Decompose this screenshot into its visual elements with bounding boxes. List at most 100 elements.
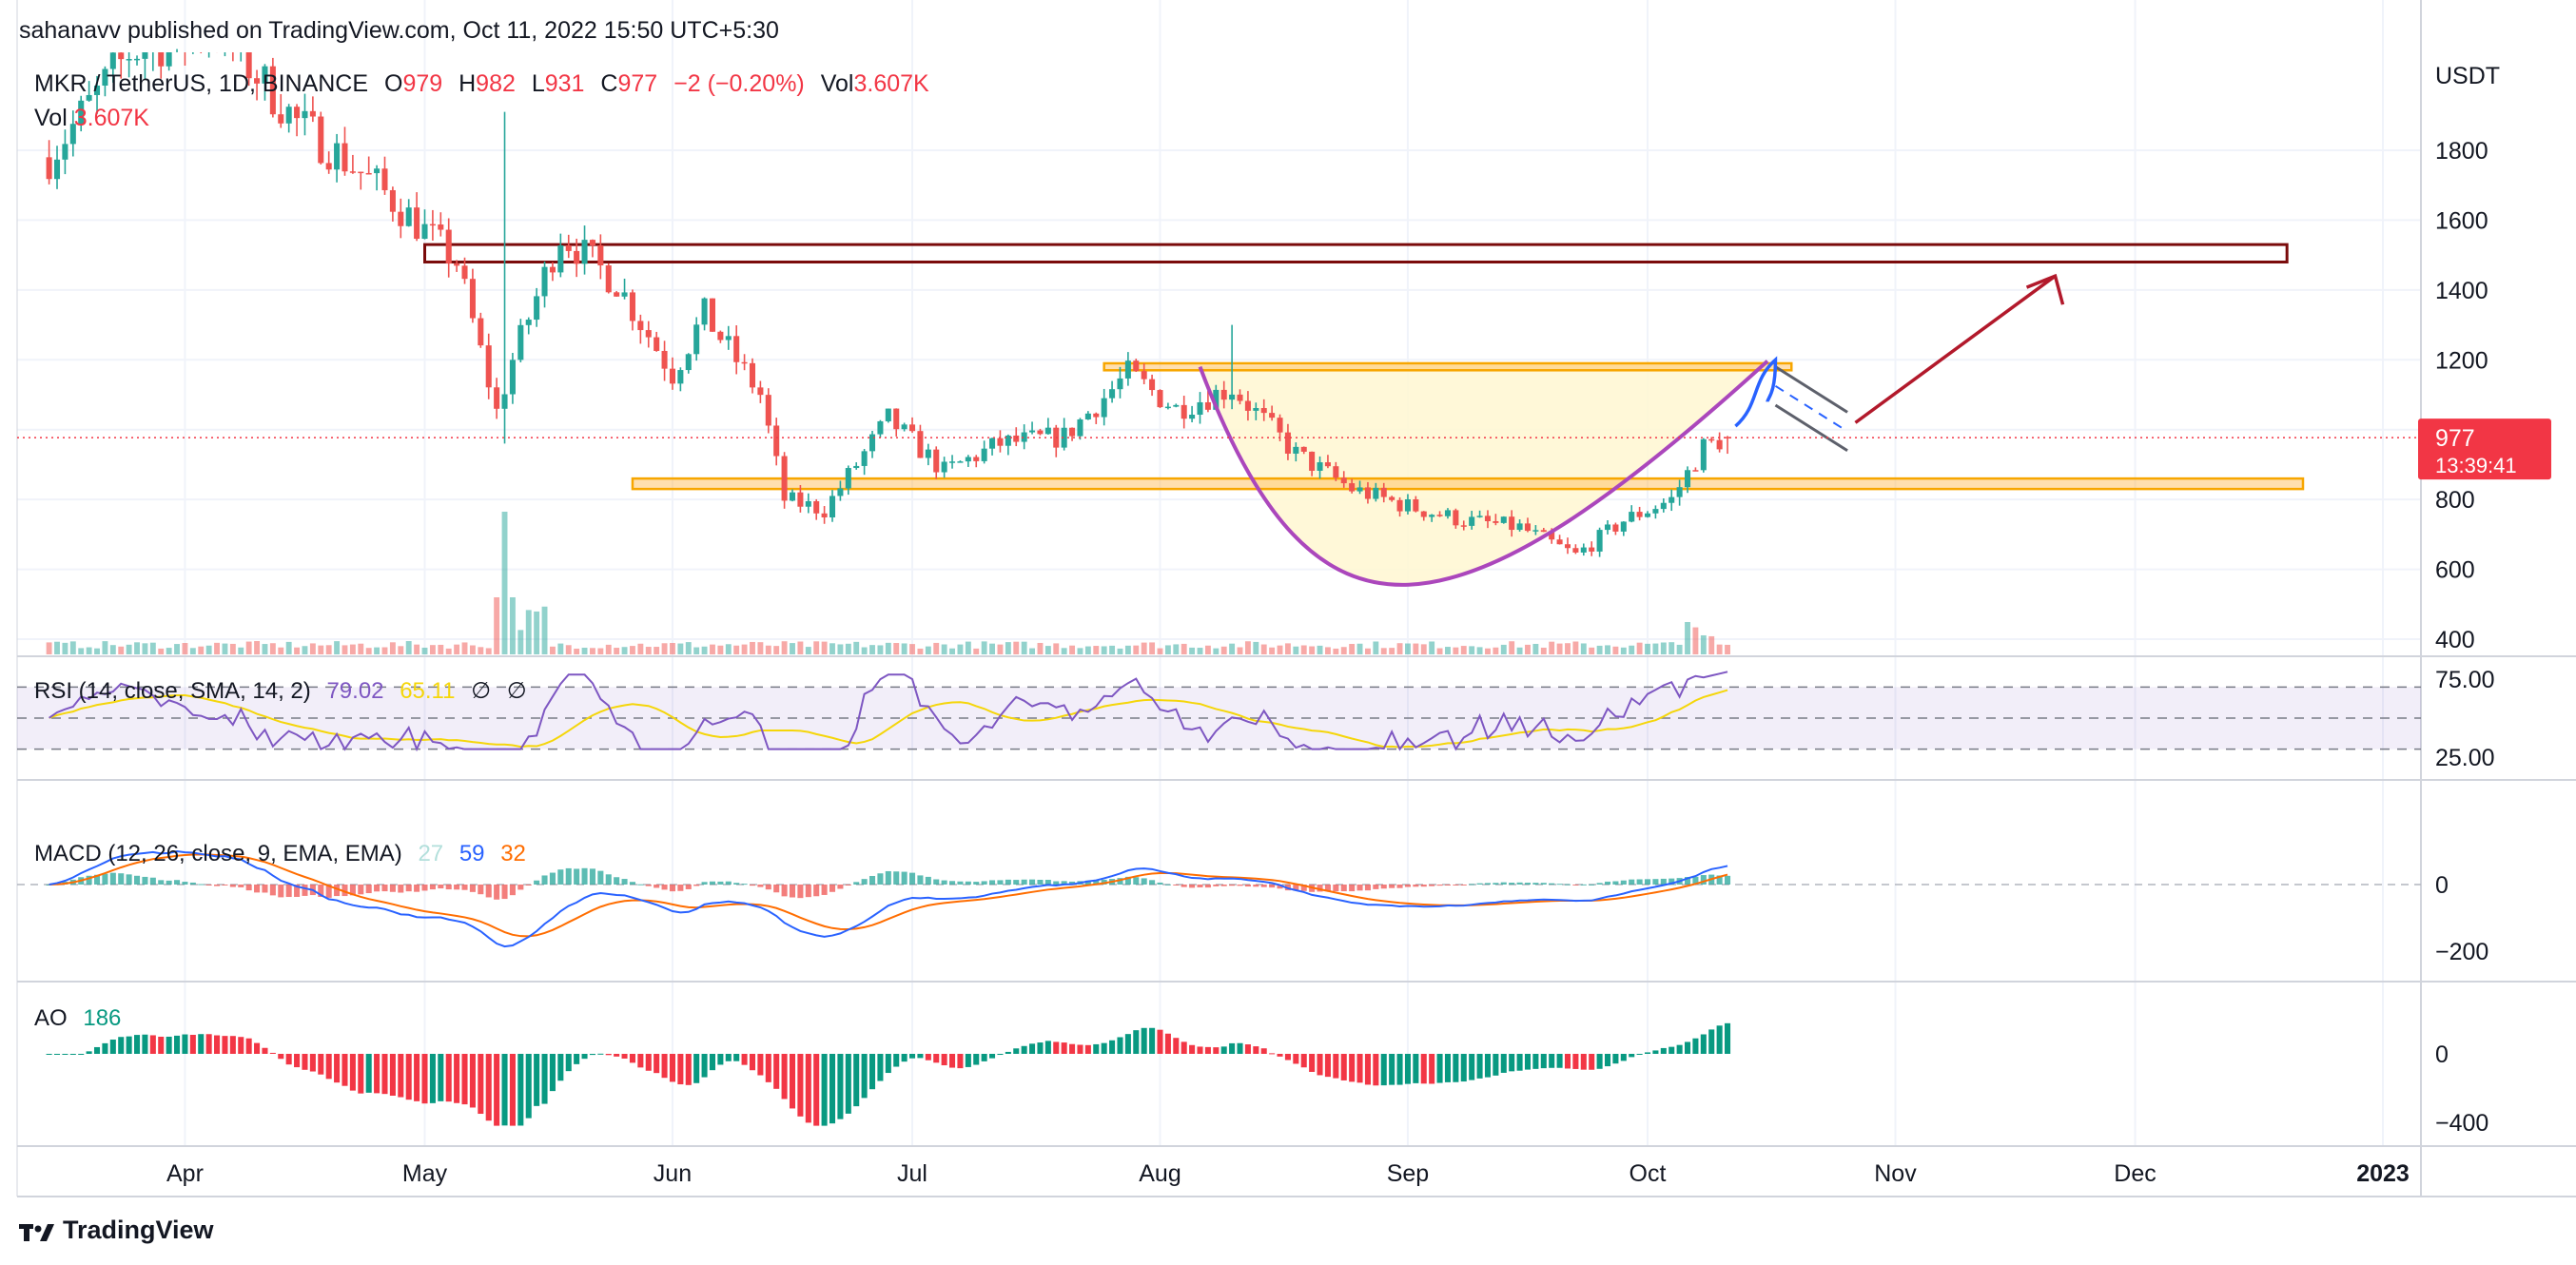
volume-bar <box>1141 642 1147 654</box>
ao-bar <box>1149 1027 1156 1054</box>
volume-bar <box>238 647 244 654</box>
volume-bar <box>965 641 971 654</box>
ao-bar <box>365 1054 372 1093</box>
volume-bar <box>1117 648 1123 654</box>
ao-bar <box>1340 1054 1347 1080</box>
candle-body <box>621 292 628 297</box>
ao-bar <box>1644 1052 1651 1054</box>
tradingview-logo[interactable]: TradingView <box>19 1216 214 1245</box>
volume-bar <box>1645 643 1650 654</box>
ao-bar <box>166 1036 172 1054</box>
candle-body <box>302 110 308 119</box>
volume-bar <box>454 644 460 654</box>
volume-bar <box>1485 648 1491 654</box>
ao-bar <box>238 1037 244 1054</box>
candle-body <box>1500 516 1507 523</box>
candle-body <box>597 245 604 266</box>
ao-bar <box>885 1054 891 1074</box>
macd-hist-bar <box>917 875 924 885</box>
volume-bar <box>1260 644 1267 654</box>
volume-bar <box>285 641 292 654</box>
volume-bar <box>925 646 931 654</box>
candle-body <box>845 468 851 489</box>
macd-hist-bar <box>1229 885 1236 886</box>
ao-bar <box>1349 1054 1356 1082</box>
ao-bar <box>525 1054 532 1119</box>
ao-bar <box>574 1054 580 1064</box>
candle-body <box>134 58 141 61</box>
macd-hist-bar <box>501 885 508 900</box>
ao-bar <box>1244 1044 1251 1054</box>
volume-bar <box>877 645 884 654</box>
candle-body <box>1029 430 1036 433</box>
ao-bar <box>621 1054 628 1059</box>
ao-bar <box>46 1054 52 1055</box>
macd-hist-bar <box>1356 885 1363 891</box>
price-tick-label: 400 <box>2435 627 2475 653</box>
macd-hist-bar <box>1629 879 1635 885</box>
macd-hist-bar <box>925 876 931 885</box>
ao-bar <box>1676 1044 1683 1054</box>
volume-bar <box>1676 644 1683 654</box>
macd-hist-bar <box>1604 881 1611 885</box>
macd-hist-bar <box>637 884 644 886</box>
macd-hist-bar <box>1589 884 1595 886</box>
candle-body <box>398 211 404 226</box>
candle-body <box>1380 487 1387 497</box>
pane-tick-label: 75.00 <box>2435 667 2495 693</box>
macd-hist-bar <box>885 870 891 885</box>
ao-bar <box>1077 1044 1083 1054</box>
candle-body <box>358 171 364 174</box>
ao-bar <box>1101 1042 1107 1054</box>
candle-body <box>1317 462 1323 471</box>
macd-hist-bar <box>285 885 292 898</box>
macd-legend[interactable]: MACD (12, 26, close, 9, EMA, EMA) 27 59 … <box>34 841 526 866</box>
rsi-legend[interactable]: RSI (14, close, SMA, 14, 2) 79.02 65.11 … <box>34 678 527 704</box>
main-legend[interactable]: MKR / TetherUS, 1D, BINANCE O979 H982 L9… <box>34 70 929 97</box>
volume-bar <box>1149 642 1156 654</box>
time-tick-label: Apr <box>166 1160 204 1187</box>
time-tick-label: Jul <box>897 1160 927 1187</box>
ao-bar <box>685 1054 692 1085</box>
ao-bar <box>1716 1025 1723 1054</box>
candle-body <box>494 387 500 409</box>
macd-hist-bar <box>645 885 652 886</box>
ao-bar <box>1029 1043 1036 1054</box>
volume-bar <box>1453 647 1459 654</box>
symbol-label[interactable]: MKR / TetherUS, 1D, BINANCE <box>34 70 369 97</box>
volume-bar <box>325 645 332 654</box>
ao-bar <box>1380 1054 1387 1086</box>
volume-bar <box>421 647 428 654</box>
volume-legend[interactable]: Vol 3.607K <box>34 105 149 131</box>
macd-hist-bar <box>1620 880 1627 885</box>
ao-bar <box>1453 1054 1459 1082</box>
ao-bar <box>1436 1054 1443 1083</box>
macd-hist-bar <box>1244 885 1251 887</box>
ao-bar <box>1580 1054 1587 1070</box>
ao-legend[interactable]: AO 186 <box>34 1005 122 1031</box>
ao-bar <box>158 1036 165 1054</box>
candle-body <box>1300 446 1307 452</box>
volume-bar <box>1220 646 1227 654</box>
candle-body <box>925 449 931 458</box>
macd-hist-bar <box>1493 883 1499 885</box>
ao-bar <box>1260 1048 1267 1054</box>
macd-hist-bar <box>1133 877 1140 885</box>
candle-body <box>685 354 692 371</box>
ao-bar <box>693 1054 700 1083</box>
candle-body <box>126 59 132 61</box>
macd-hist-bar <box>1021 879 1027 885</box>
macd-hist-bar <box>525 885 532 886</box>
candle-body <box>1540 530 1547 533</box>
ao-bar <box>1469 1054 1475 1080</box>
macd-hist-bar <box>1317 885 1323 892</box>
macd-hist-bar <box>757 885 764 887</box>
ao-bar <box>285 1054 292 1065</box>
macd-hist-bar <box>1013 880 1020 885</box>
macd-hist-bar <box>517 885 524 890</box>
ao-bar <box>358 1054 364 1094</box>
macd-hist-bar <box>549 872 556 885</box>
candle-body <box>853 465 860 469</box>
ao-bar <box>469 1054 476 1108</box>
